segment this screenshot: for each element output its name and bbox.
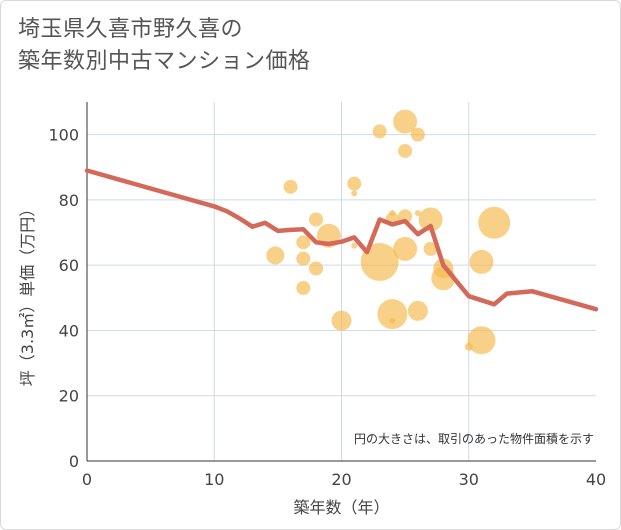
chart-title: 埼玉県久喜市野久喜の 築年数別中古マンション価格	[18, 14, 311, 78]
bubble-point	[469, 249, 494, 274]
bubble-point	[372, 124, 387, 139]
y-tick-label: 40	[59, 321, 79, 340]
bubble-point	[414, 209, 421, 216]
bubble-point	[360, 242, 399, 281]
bubble-point	[283, 179, 298, 194]
bubble-point	[347, 176, 362, 191]
y-tick-label: 0	[69, 452, 79, 471]
x-tick-label: 30	[459, 470, 479, 489]
bubble-point	[393, 236, 418, 261]
size-legend-note: 円の大きさは、取引のあった物件面積を示す	[354, 431, 594, 446]
x-tick-label: 10	[204, 470, 224, 489]
bubble-point	[296, 281, 311, 296]
bubble-point	[266, 246, 285, 265]
x-tick-label: 20	[331, 470, 351, 489]
bubble-point	[398, 143, 413, 158]
bubble-point	[331, 310, 352, 331]
bubble-point	[351, 190, 358, 197]
bubble-point	[389, 317, 396, 324]
y-axis-label: 坪（3.3㎡）単価（万円）	[18, 201, 37, 386]
title-line-2: 築年数別中古マンション価格	[18, 49, 311, 74]
bubble-point	[296, 235, 311, 250]
bubble-point	[418, 207, 443, 232]
bubble-point	[377, 299, 408, 330]
x-axis-label: 築年数（年）	[293, 498, 389, 517]
axes	[86, 102, 596, 462]
bubble-point	[351, 242, 358, 249]
trend-series	[84, 168, 599, 312]
bubble-point	[393, 109, 418, 134]
y-tick-label: 80	[59, 191, 79, 210]
x-tick-label: 40	[586, 470, 606, 489]
bubble-point	[296, 251, 311, 266]
y-tick-label: 60	[59, 256, 79, 275]
bubble-point	[309, 212, 324, 227]
bubble-point	[467, 326, 496, 355]
tick-labels: 0 10 20 30 40 0 20 40 60 80 100	[48, 126, 606, 489]
grid-lines	[87, 102, 596, 461]
bubble-point	[478, 206, 511, 239]
bubble-point	[309, 261, 324, 276]
trend-line	[84, 168, 599, 312]
y-tick-label: 20	[59, 387, 79, 406]
y-tick-label: 100	[48, 126, 79, 145]
bubble-point	[410, 127, 425, 142]
title-line-1: 埼玉県久喜市野久喜の	[18, 17, 244, 42]
bubble-point	[423, 241, 438, 256]
x-tick-label: 0	[82, 470, 92, 489]
bubble-point	[407, 300, 428, 321]
